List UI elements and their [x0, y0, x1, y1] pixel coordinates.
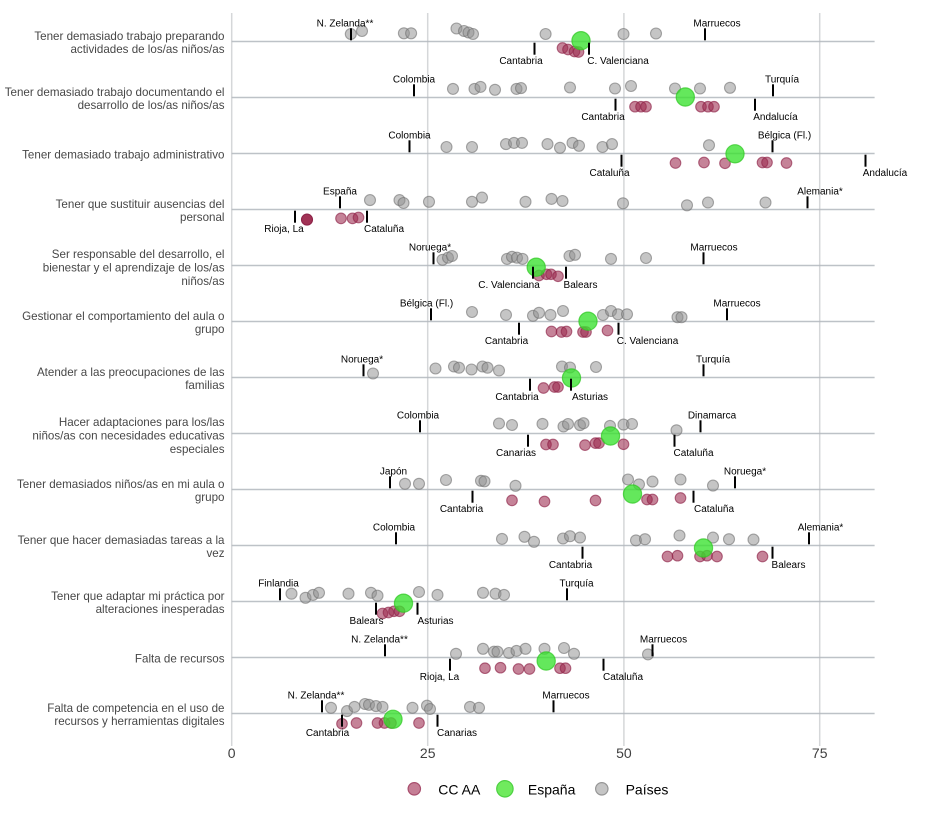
svg-text:Cantabria: Cantabria [485, 336, 529, 347]
svg-text:Cantabria: Cantabria [549, 560, 593, 571]
svg-text:Atender a las preocupaciones d: Atender a las preocupaciones de las [37, 366, 225, 379]
svg-text:personal: personal [180, 211, 224, 224]
svg-text:Rioja, La: Rioja, La [420, 672, 460, 683]
svg-text:Cantabria: Cantabria [306, 728, 350, 739]
svg-text:Colombia: Colombia [397, 411, 440, 422]
svg-text:Cantabria: Cantabria [581, 112, 625, 123]
svg-text:Falta de recursos: Falta de recursos [135, 653, 225, 666]
svg-text:CC AA: CC AA [438, 781, 481, 797]
svg-text:C. Valenciana: C. Valenciana [478, 280, 540, 291]
svg-text:Noruega*: Noruega* [409, 243, 451, 254]
svg-text:Andalucía: Andalucía [863, 168, 908, 179]
svg-text:Cantabria: Cantabria [499, 56, 543, 67]
svg-text:Cataluña: Cataluña [589, 168, 629, 179]
svg-text:Canarias: Canarias [496, 448, 536, 459]
svg-text:Turquía: Turquía [559, 579, 594, 590]
svg-text:Falta de competencia en el uso: Falta de competencia en el uso de [47, 702, 224, 715]
svg-text:Marruecos: Marruecos [640, 635, 687, 646]
svg-text:Asturias: Asturias [417, 616, 453, 627]
svg-text:0: 0 [228, 745, 236, 761]
svg-text:niños/as: niños/as [181, 275, 224, 288]
svg-text:Alemania*: Alemania* [798, 523, 844, 534]
svg-text:Canarias: Canarias [437, 728, 477, 739]
svg-text:recursos y herramientas digita: recursos y herramientas digitales [54, 715, 224, 728]
svg-text:España: España [528, 781, 576, 797]
svg-text:Noruega*: Noruega* [724, 467, 766, 478]
svg-text:Marruecos: Marruecos [693, 19, 740, 30]
svg-text:Cataluña: Cataluña [364, 224, 404, 235]
svg-text:N. Zelanda**: N. Zelanda** [288, 691, 345, 702]
svg-text:75: 75 [812, 745, 828, 761]
svg-text:Tener demasiado trabajo docume: Tener demasiado trabajo documentando el [5, 86, 225, 99]
svg-text:desarrollo de los/as niños/as: desarrollo de los/as niños/as [78, 99, 225, 112]
svg-text:familias: familias [185, 379, 225, 392]
svg-text:C. Valenciana: C. Valenciana [587, 56, 649, 67]
svg-text:bienestar y el aprendizaje de: bienestar y el aprendizaje de los/as [43, 262, 225, 275]
svg-text:especiales: especiales [170, 443, 225, 456]
svg-text:Cataluña: Cataluña [673, 448, 713, 459]
svg-text:grupo: grupo [195, 491, 225, 504]
svg-text:Marruecos: Marruecos [713, 299, 760, 310]
svg-text:Colombia: Colombia [393, 75, 436, 86]
svg-text:Tener demasiado trabajo prepar: Tener demasiado trabajo preparando [34, 30, 224, 43]
svg-text:Cantabria: Cantabria [495, 392, 539, 403]
svg-text:Balears: Balears [350, 616, 384, 627]
svg-text:Tener que adaptar mi práctica: Tener que adaptar mi práctica por [51, 590, 224, 603]
svg-text:Tener demasiados niños/as en m: Tener demasiados niños/as en mi aula o [17, 478, 225, 491]
svg-text:Países: Países [626, 781, 669, 797]
svg-text:Bélgica (Fl.): Bélgica (Fl.) [400, 299, 453, 310]
svg-text:España: España [323, 187, 357, 198]
svg-text:Turquía: Turquía [696, 355, 731, 366]
svg-text:Turquía: Turquía [765, 75, 800, 86]
svg-text:Gestionar el comportamiento de: Gestionar el comportamiento del aula o [22, 310, 224, 323]
svg-text:Bélgica (Fl.): Bélgica (Fl.) [758, 131, 811, 142]
svg-text:Finlandia: Finlandia [258, 579, 299, 590]
svg-text:Balears: Balears [564, 280, 598, 291]
svg-text:Cataluña: Cataluña [603, 672, 643, 683]
svg-text:grupo: grupo [195, 323, 225, 336]
svg-text:Ser responsable del desarrollo: Ser responsable del desarrollo, el [52, 248, 225, 261]
svg-text:Rioja, La: Rioja, La [264, 224, 304, 235]
svg-text:N. Zelanda**: N. Zelanda** [317, 19, 374, 30]
svg-text:vez: vez [206, 547, 224, 560]
svg-text:C. Valenciana: C. Valenciana [617, 336, 679, 347]
svg-text:50: 50 [616, 745, 632, 761]
svg-text:Balears: Balears [772, 560, 806, 571]
svg-text:Alemania*: Alemania* [797, 187, 843, 198]
svg-text:Colombia: Colombia [373, 523, 416, 534]
svg-text:Japón: Japón [380, 467, 407, 478]
svg-text:niños/as con necesidades educa: niños/as con necesidades educativas [32, 430, 224, 443]
svg-text:Marruecos: Marruecos [690, 243, 737, 254]
svg-text:Tener que hacer demasiadas tar: Tener que hacer demasiadas tareas a la [18, 534, 225, 547]
svg-text:Hacer adaptaciones para los/la: Hacer adaptaciones para los/las [59, 416, 225, 429]
svg-text:25: 25 [420, 745, 436, 761]
svg-text:Cataluña: Cataluña [694, 504, 734, 515]
svg-text:Noruega*: Noruega* [341, 355, 383, 366]
svg-text:Tener demasiado trabajo admini: Tener demasiado trabajo administrativo [22, 149, 224, 162]
svg-text:N. Zelanda**: N. Zelanda** [351, 635, 408, 646]
svg-text:Andalucía: Andalucía [753, 112, 798, 123]
svg-text:actividades de los/as niños/as: actividades de los/as niños/as [70, 43, 224, 56]
svg-text:Tener que sustituir ausencias: Tener que sustituir ausencias del [56, 198, 225, 211]
svg-text:Asturias: Asturias [572, 392, 608, 403]
svg-text:Cantabria: Cantabria [440, 504, 484, 515]
svg-text:Colombia: Colombia [388, 131, 431, 142]
svg-text:Dinamarca: Dinamarca [688, 411, 737, 422]
svg-text:Marruecos: Marruecos [542, 691, 589, 702]
svg-text:alteraciones inesperadas: alteraciones inesperadas [96, 603, 225, 616]
